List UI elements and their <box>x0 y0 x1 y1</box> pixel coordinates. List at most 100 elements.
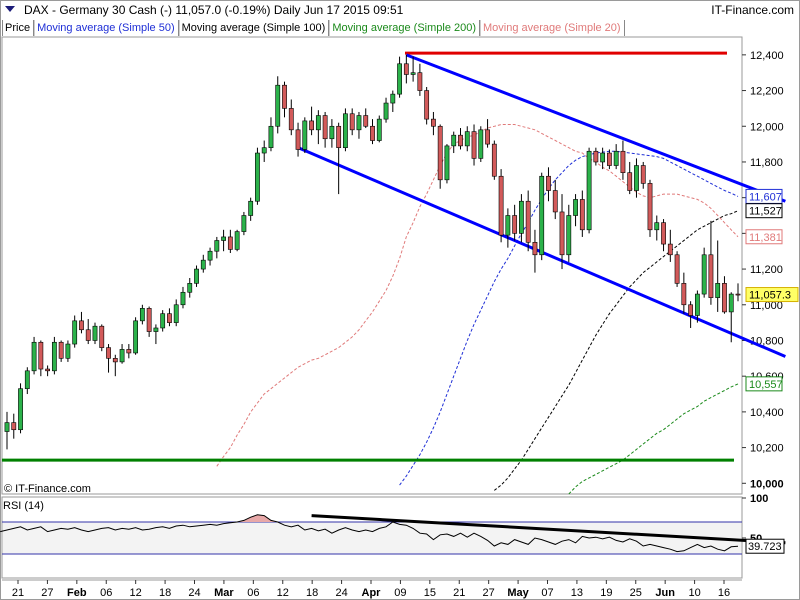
candle-up <box>376 118 382 141</box>
candle-down <box>403 63 409 75</box>
candle-up <box>51 341 57 372</box>
candle-up <box>634 165 639 191</box>
x-tick-label: 06 <box>100 587 112 599</box>
x-tick-label: 19 <box>600 587 612 599</box>
candle-down <box>491 143 497 177</box>
candle-down <box>322 115 328 140</box>
candle-down <box>431 118 436 127</box>
candle-down <box>606 152 612 166</box>
candle-up <box>356 115 362 131</box>
y-tick-label: 12,000 <box>750 121 784 133</box>
candle-down <box>288 108 294 131</box>
candle-down <box>681 283 687 306</box>
legend-ma-200[interactable]: Moving average (Simple 200) <box>329 20 481 36</box>
chart-title: DAX - Germany 30 Cash (-) 11,057.0 (-0.1… <box>24 3 404 17</box>
candle-down <box>437 125 443 181</box>
candle-up <box>613 150 619 166</box>
rsi-band <box>3 522 741 554</box>
y-tick-label: 10,200 <box>750 443 784 455</box>
candle-up <box>343 113 348 148</box>
candle-down <box>546 175 551 191</box>
collapse-triangle-icon[interactable] <box>0 0 22 20</box>
candle-up <box>478 129 484 159</box>
ma-100-line <box>493 210 739 491</box>
price-label: 11,607 <box>749 191 782 203</box>
legend-ma-50[interactable]: Moving average (Simple 50) <box>34 20 179 36</box>
candle-down <box>45 368 51 372</box>
title-bar: DAX - Germany 30 Cash (-) 11,057.0 (-0.1… <box>0 0 800 20</box>
candle-down <box>417 72 423 91</box>
price-label: 11,057.3 <box>749 290 791 302</box>
price-panel-border <box>1 36 743 495</box>
candle-up <box>397 63 402 95</box>
candle-down <box>661 222 666 245</box>
x-tick-label: 06 <box>247 587 259 599</box>
legend-ma-100[interactable]: Moving average (Simple 100) <box>178 20 330 36</box>
ma-50-line <box>399 150 739 486</box>
candle-up <box>728 293 734 313</box>
candle-up <box>586 150 592 231</box>
candle-up <box>275 84 281 127</box>
candle-down <box>227 236 233 250</box>
candle-down <box>458 134 463 147</box>
candle-up <box>234 231 240 250</box>
candle-up <box>600 152 606 163</box>
price-label-box <box>745 203 783 219</box>
ma-200-line <box>568 383 739 495</box>
candle-up <box>464 131 470 147</box>
candle-up <box>268 125 274 148</box>
candle-up <box>383 102 389 120</box>
x-tick-label: 27 <box>41 587 53 599</box>
legend-ma-20[interactable]: Moving average (Simple 20) <box>480 20 625 36</box>
candle-up <box>18 388 23 431</box>
candle-up <box>261 147 267 154</box>
indicator-legend: Price Moving average (Simple 50) Moving … <box>2 20 625 36</box>
candle-up <box>539 175 545 256</box>
x-tick-label: 21 <box>12 587 24 599</box>
candle-up <box>451 134 457 147</box>
candle-up <box>139 308 145 322</box>
legend-price[interactable]: Price <box>2 20 35 36</box>
candle-down <box>593 150 599 163</box>
candle-up <box>505 215 511 236</box>
candle-down <box>498 175 504 236</box>
ma-20-line <box>216 124 739 467</box>
y-tick-label: 12,400 <box>750 50 784 62</box>
candle-up <box>119 349 125 363</box>
channel-upper-line <box>405 53 786 203</box>
y-tick-label: 11,200 <box>750 264 783 276</box>
y-tick-label: 10,800 <box>750 335 784 347</box>
candle-down <box>688 304 694 316</box>
price-label-box <box>745 287 799 303</box>
candle-down <box>146 308 152 332</box>
candle-up <box>160 313 166 329</box>
candle-up <box>248 200 254 216</box>
candle-up <box>302 120 308 150</box>
brand-label: IT-Finance.com <box>711 3 794 17</box>
candle-up <box>255 152 260 202</box>
candle-down <box>708 254 714 298</box>
candle-down <box>58 341 64 359</box>
candle-down <box>512 215 518 234</box>
y-tick-label: 10,400 <box>750 407 784 419</box>
x-tick-label: 12 <box>277 587 289 599</box>
candle-down <box>722 283 727 313</box>
x-tick-label: 24 <box>188 587 200 599</box>
candle-up <box>410 72 416 75</box>
candle-down <box>370 125 375 141</box>
candle-up <box>153 327 159 332</box>
candle-up <box>200 259 206 270</box>
x-tick-label: Jun <box>655 587 675 599</box>
price-label: 10,557 <box>749 379 783 391</box>
candle-down <box>336 125 342 148</box>
price-label-box <box>745 376 783 392</box>
x-tick-label: 21 <box>453 587 465 599</box>
x-tick-label: 24 <box>335 587 347 599</box>
candle-up <box>180 291 186 306</box>
candle-down <box>640 165 646 184</box>
candle-down <box>282 84 287 109</box>
candle-down <box>471 131 477 159</box>
candle-up <box>444 145 450 181</box>
candle-up <box>701 254 707 295</box>
